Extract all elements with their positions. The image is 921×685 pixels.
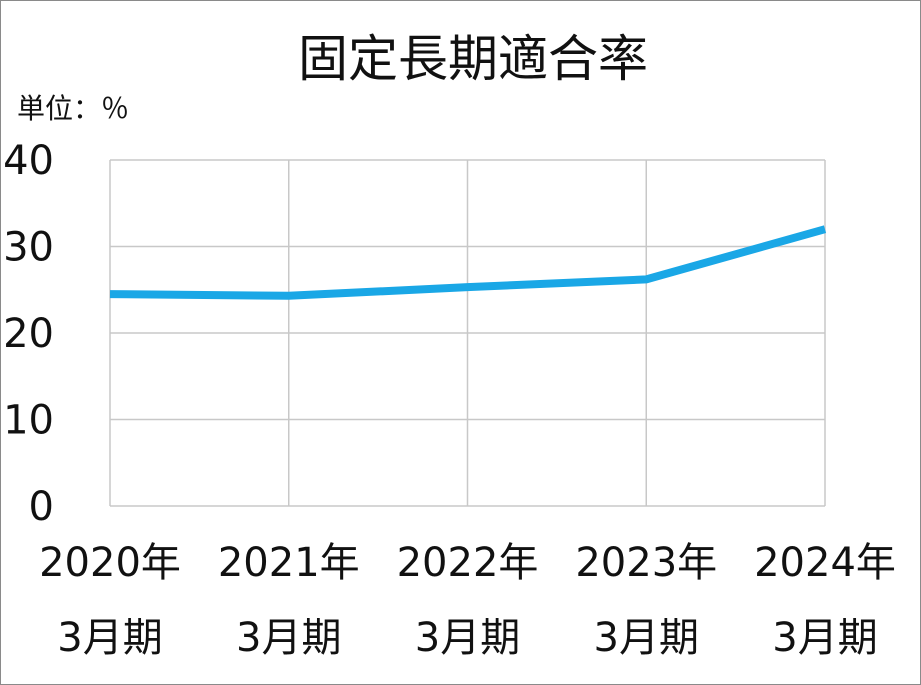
y-tick-label: 20: [3, 311, 54, 357]
x-tick-label-year: 2020年: [39, 540, 181, 586]
x-tick-labels: 2020年 3月期 2021年 3月期 2022年 3月期 2023年 3月期 2024年 3月期: [39, 540, 896, 661]
grid-layer: [109, 159, 826, 507]
chart-title: 固定長期適合率: [298, 30, 648, 88]
x-tick-label-period: 3月期: [772, 615, 877, 661]
x-tick-label-period: 3月期: [236, 615, 341, 661]
x-tick-label-period: 3月期: [594, 615, 699, 661]
y-tick-label: 10: [3, 398, 54, 444]
x-tick-label-year: 2024年: [754, 540, 896, 586]
y-tick-label: 40: [3, 138, 54, 184]
x-tick-label-year: 2022年: [397, 540, 539, 586]
x-tick-label-year: 2021年: [218, 540, 360, 586]
x-tick-label-year: 2023年: [575, 540, 717, 586]
y-tick-labels: 0 10 20 30 40: [3, 138, 54, 530]
x-tick-label-period: 3月期: [415, 615, 520, 661]
x-tick-label-period: 3月期: [57, 615, 162, 661]
series-layer: [109, 225, 827, 300]
y-tick-label: 30: [3, 225, 54, 271]
y-tick-label: 0: [29, 484, 54, 530]
unit-label: 単位：％: [17, 92, 130, 125]
